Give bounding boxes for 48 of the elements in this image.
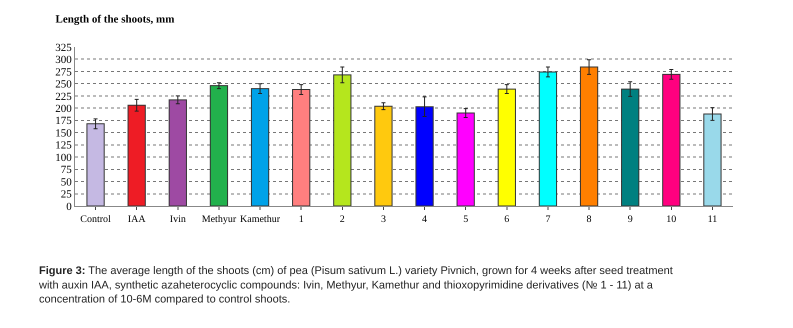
bar — [292, 89, 310, 206]
y-tick-label: 200 — [55, 103, 72, 115]
y-tick-label: 325 — [55, 42, 72, 54]
x-tick-label: 6 — [504, 214, 510, 225]
bar — [580, 66, 598, 206]
x-tick-label: Methyur — [202, 214, 237, 225]
y-tick-label: 100 — [55, 152, 72, 164]
y-tick-label: 50 — [60, 176, 72, 188]
bar — [128, 104, 146, 206]
y-tick-label: 125 — [55, 140, 72, 152]
y-tick-label: 275 — [55, 66, 72, 78]
x-tick-label: 10 — [666, 214, 676, 225]
y-tick-label: 175 — [55, 115, 72, 128]
x-tick-label: Control — [80, 214, 112, 225]
bar — [333, 74, 352, 206]
bar — [703, 114, 722, 206]
x-tick-label: 1 — [298, 214, 304, 225]
x-tick-label: 9 — [628, 214, 633, 225]
bar — [415, 106, 434, 206]
x-tick-label: 4 — [422, 214, 428, 225]
x-tick-label: 2 — [340, 214, 345, 225]
bar — [621, 88, 640, 206]
y-tick-label: 225 — [55, 90, 72, 103]
bar — [250, 88, 270, 206]
y-tick-label: 75 — [60, 164, 72, 176]
y-tick-label: 150 — [55, 127, 72, 140]
bar — [498, 88, 516, 206]
bar — [374, 106, 393, 206]
x-tick-label: 7 — [545, 214, 550, 225]
caption: Figure 3: The average length of the shoots (cm) of pea (Pisum sativum L.) variety Pivnich, grown for 4 weeks after seed treatment with auxin IAA, synthetic azaheterocyclic compounds: Ivin, Methyur, Kamethur and thioxopyrimidine derivatives (№ 1 - 11) at a concentration of 10-6M compared to control shoots. — [38, 265, 673, 306]
bar — [662, 74, 680, 206]
x-tick-label: Kamethur — [240, 214, 281, 225]
y-tick-label: 25 — [60, 188, 72, 201]
bar — [168, 99, 187, 206]
bar — [456, 112, 475, 206]
y-tick-label: 250 — [55, 78, 72, 91]
x-tick-label: 11 — [708, 214, 718, 225]
chart-title: Length of the shoots, mm — [56, 13, 174, 26]
x-tick-label: Ivin — [170, 214, 186, 225]
bar — [86, 123, 105, 206]
y-tick-label: 300 — [55, 54, 72, 66]
x-tick-label: IAA — [128, 214, 146, 225]
x-tick-label: 5 — [463, 214, 468, 225]
bar — [210, 85, 228, 206]
y-tick-label: 0 — [66, 200, 72, 213]
bar — [538, 71, 558, 206]
x-tick-label: 8 — [586, 214, 592, 225]
x-tick-label: 3 — [380, 214, 386, 225]
